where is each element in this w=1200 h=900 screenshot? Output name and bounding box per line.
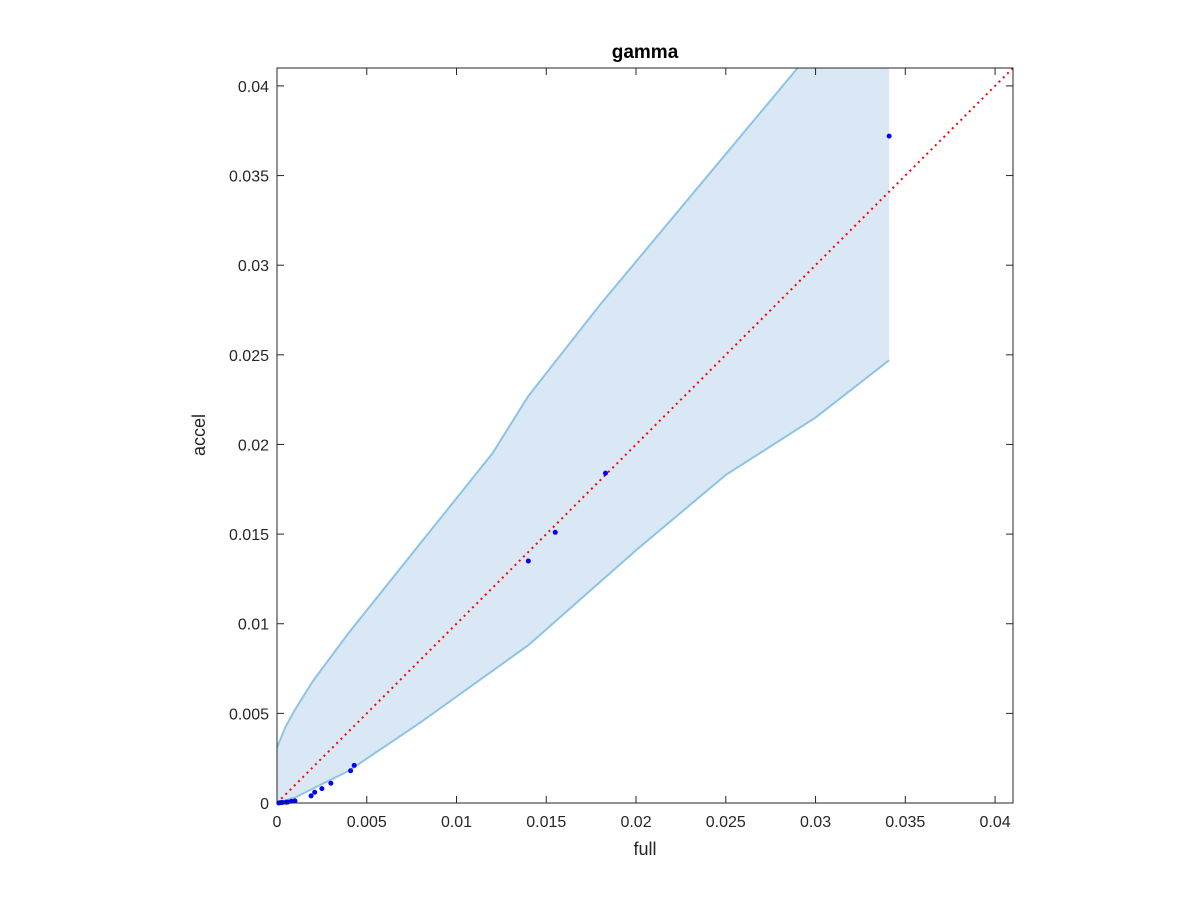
data-point	[292, 798, 298, 804]
data-point	[308, 793, 314, 799]
y-axis-label: accel	[189, 414, 209, 456]
confidence-band	[277, 68, 890, 803]
x-tick-label: 0.03	[800, 814, 831, 831]
chart-title: gamma	[612, 42, 679, 63]
x-tick-label: 0.035	[885, 814, 925, 831]
band-lower-edge	[277, 359, 890, 803]
y-tick-label: 0.02	[238, 437, 269, 454]
y-tick-label: 0.03	[238, 258, 269, 275]
x-tick-label: 0.02	[620, 814, 651, 831]
data-point	[328, 780, 334, 786]
data-point	[312, 789, 318, 795]
y-tick-label: 0.04	[238, 79, 269, 96]
y-tick-label: 0.015	[229, 527, 269, 544]
y-tick-label: 0.025	[229, 348, 269, 365]
data-point	[886, 133, 892, 139]
y-tick-label: 0.005	[229, 706, 269, 723]
data-point	[348, 768, 354, 774]
tick-labels-layer: 0 0.005 0.01 0.015 0.02 0.025 0.03 0.035 0.04 0 0.…	[229, 79, 1011, 831]
x-tick-label: 0.015	[526, 814, 566, 831]
x-tick-label: 0	[273, 814, 282, 831]
ticks-layer	[276, 68, 1013, 804]
y-tick-label: 0.035	[229, 169, 269, 186]
x-tick-label: 0.04	[979, 814, 1010, 831]
plot-area	[276, 68, 1013, 806]
axes-box	[276, 67, 1014, 804]
data-point	[552, 529, 558, 535]
data-point	[279, 799, 285, 805]
data-point	[603, 470, 609, 476]
data-point	[351, 762, 357, 768]
data-point	[288, 798, 294, 804]
x-tick-label: 0.025	[706, 814, 746, 831]
y-tick-label: 0	[260, 796, 269, 813]
y-tick-label: 0.01	[238, 617, 269, 634]
x-axis-label: full	[633, 839, 656, 859]
x-tick-label: 0.01	[441, 814, 472, 831]
data-point	[319, 786, 325, 792]
confidence-band-layer	[277, 68, 890, 803]
x-tick-label: 0.005	[347, 814, 387, 831]
data-point	[525, 558, 531, 564]
band-upper-edge	[277, 68, 799, 748]
